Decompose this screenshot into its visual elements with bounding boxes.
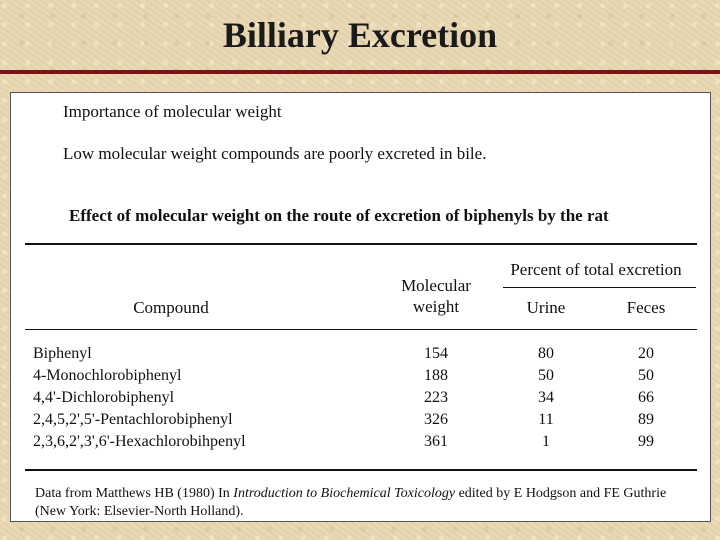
slide-title: Billiary Excretion — [222, 15, 498, 55]
cell-feces: 20 — [638, 345, 654, 362]
header-mw-line2: weight — [412, 297, 460, 316]
table-row: 4,4'-Dichlorobiphenyl 223 34 66 — [11, 389, 712, 411]
table-row: 2,4,5,2',5'-Pentachlorobiphenyl 326 11 8… — [11, 411, 712, 433]
source-book-title: Introduction to Biochemical Toxicology — [233, 486, 456, 501]
cell-urine: 34 — [538, 389, 554, 406]
title-divider — [0, 70, 720, 74]
cell-urine: 80 — [538, 345, 554, 362]
table-row: 2,3,6,2',3',6'-Hexachlorobihpenyl 361 1 … — [11, 433, 712, 455]
cell-molecular-weight: 154 — [424, 345, 448, 362]
intro-heading: Importance of molecular weight — [63, 102, 282, 121]
table-row: Biphenyl 154 80 20 — [11, 345, 712, 367]
cell-compound: 2,4,5,2',5'-Pentachlorobiphenyl — [33, 411, 233, 428]
cell-feces: 66 — [638, 389, 654, 406]
header-urine: Urine — [526, 298, 566, 317]
cell-molecular-weight: 223 — [424, 389, 448, 406]
cell-feces: 89 — [638, 411, 654, 428]
header-group-rule — [503, 287, 696, 288]
cell-urine: 50 — [538, 367, 554, 384]
header-feces: Feces — [626, 298, 666, 317]
source-prefix: Data from Matthews HB (1980) In — [35, 486, 234, 501]
table-row: 4-Monochlorobiphenyl 188 50 50 — [11, 367, 712, 389]
header-bottom-rule — [25, 329, 697, 330]
table-caption: Effect of molecular weight on the route … — [69, 206, 609, 225]
header-mw-line1: Molecular — [401, 276, 471, 295]
cell-compound: 2,3,6,2',3',6'-Hexachlorobihpenyl — [33, 433, 246, 450]
cell-compound: 4-Monochlorobiphenyl — [33, 367, 182, 384]
table-bottom-rule — [25, 469, 697, 471]
header-molecular-weight: Molecular weight — [389, 275, 483, 317]
cell-molecular-weight: 188 — [424, 367, 448, 384]
intro-text: Low molecular weight compounds are poorl… — [63, 144, 487, 163]
cell-feces: 50 — [638, 367, 654, 384]
table-top-rule — [25, 243, 697, 245]
cell-compound: Biphenyl — [33, 345, 92, 362]
cell-urine: 11 — [538, 411, 554, 428]
cell-molecular-weight: 326 — [424, 411, 448, 428]
header-compound: Compound — [133, 298, 209, 317]
source-citation: Data from Matthews HB (1980) In Introduc… — [35, 485, 675, 521]
cell-feces: 99 — [638, 433, 654, 450]
source-suffix: edited by E Hodgson and FE Guthrie (New … — [35, 486, 667, 519]
cell-urine: 1 — [542, 433, 550, 450]
table-body: Biphenyl 154 80 20 4-Monochlorobiphenyl … — [11, 345, 712, 455]
cell-compound: 4,4'-Dichlorobiphenyl — [33, 389, 175, 406]
content-panel: Importance of molecular weight Low molec… — [10, 92, 711, 522]
cell-molecular-weight: 361 — [424, 433, 448, 450]
header-percent-group: Percent of total excretion — [510, 260, 682, 279]
